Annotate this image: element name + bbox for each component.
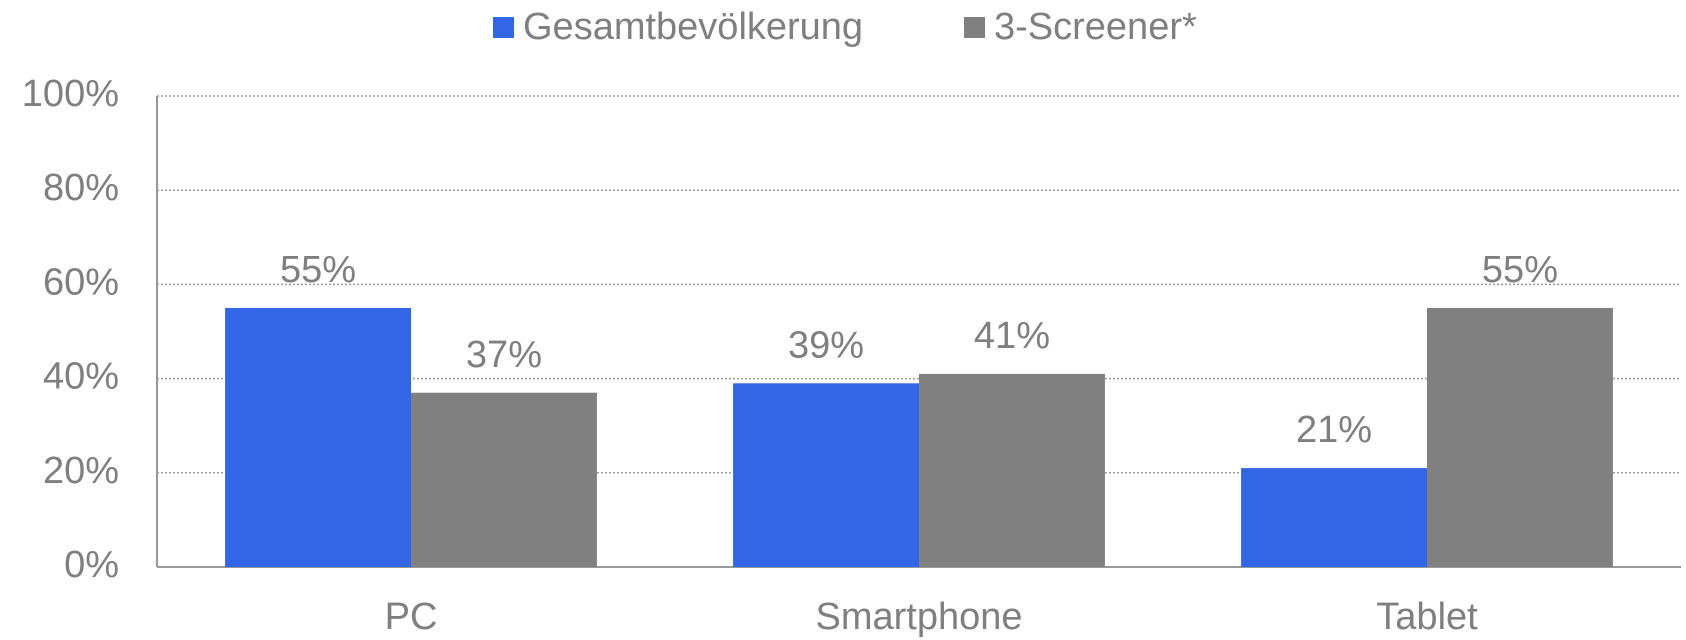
y-tick-label: 0% (64, 544, 119, 586)
y-tick-label: 60% (43, 261, 119, 303)
bar (1241, 468, 1427, 567)
y-tick-label: 40% (43, 356, 119, 398)
y-tick-label: 100% (22, 73, 119, 115)
x-tick-label: PC (385, 596, 438, 638)
value-label: 41% (974, 315, 1050, 357)
x-tick-label: Tablet (1376, 596, 1478, 638)
y-tick-label: 80% (43, 167, 119, 209)
legend-swatch (964, 17, 985, 38)
x-tick-label: Smartphone (815, 596, 1022, 638)
value-label: 39% (788, 324, 864, 366)
legend-label: 3-Screener* (994, 6, 1197, 48)
value-label: 37% (466, 334, 542, 376)
y-tick-label: 20% (43, 450, 119, 492)
bar (733, 383, 919, 567)
value-label: 55% (280, 249, 356, 291)
bar (1427, 307, 1613, 567)
bar (225, 307, 411, 567)
bar (919, 373, 1105, 567)
legend-swatch (493, 17, 514, 38)
legend-label: Gesamtbevölkerung (523, 6, 863, 48)
value-label: 55% (1482, 249, 1558, 291)
bar (411, 392, 597, 567)
value-label: 21% (1296, 409, 1372, 451)
